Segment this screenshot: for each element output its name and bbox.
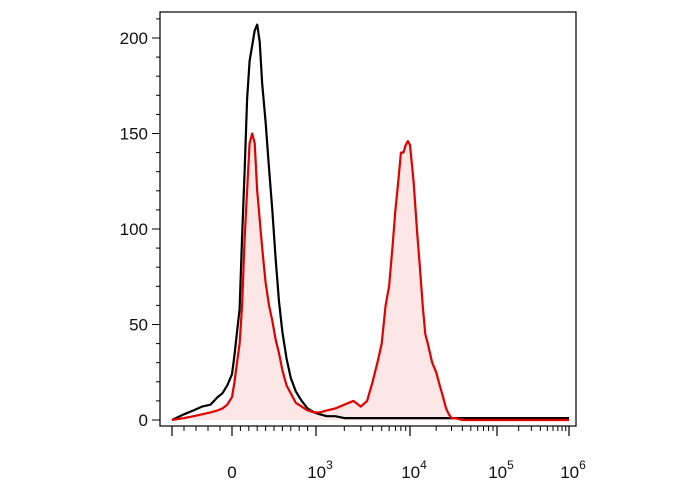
series-1-line — [171, 132, 569, 422]
x-tick-label: 0 — [227, 463, 236, 482]
plot-frame — [159, 11, 577, 427]
series-1-area — [172, 133, 569, 420]
series-0-line — [171, 23, 569, 421]
x-tick-label: 104 — [401, 458, 427, 482]
x-tick-label: 106 — [560, 458, 586, 482]
y-tick-label: 50 — [129, 316, 148, 335]
y-tick-label: 0 — [139, 411, 148, 430]
x-tick-label: 103 — [307, 458, 333, 482]
y-tick-label: 150 — [120, 125, 148, 144]
y-tick-label: 200 — [120, 29, 148, 48]
y-tick-label: 100 — [120, 220, 148, 239]
x-tick-label: 105 — [488, 458, 514, 482]
